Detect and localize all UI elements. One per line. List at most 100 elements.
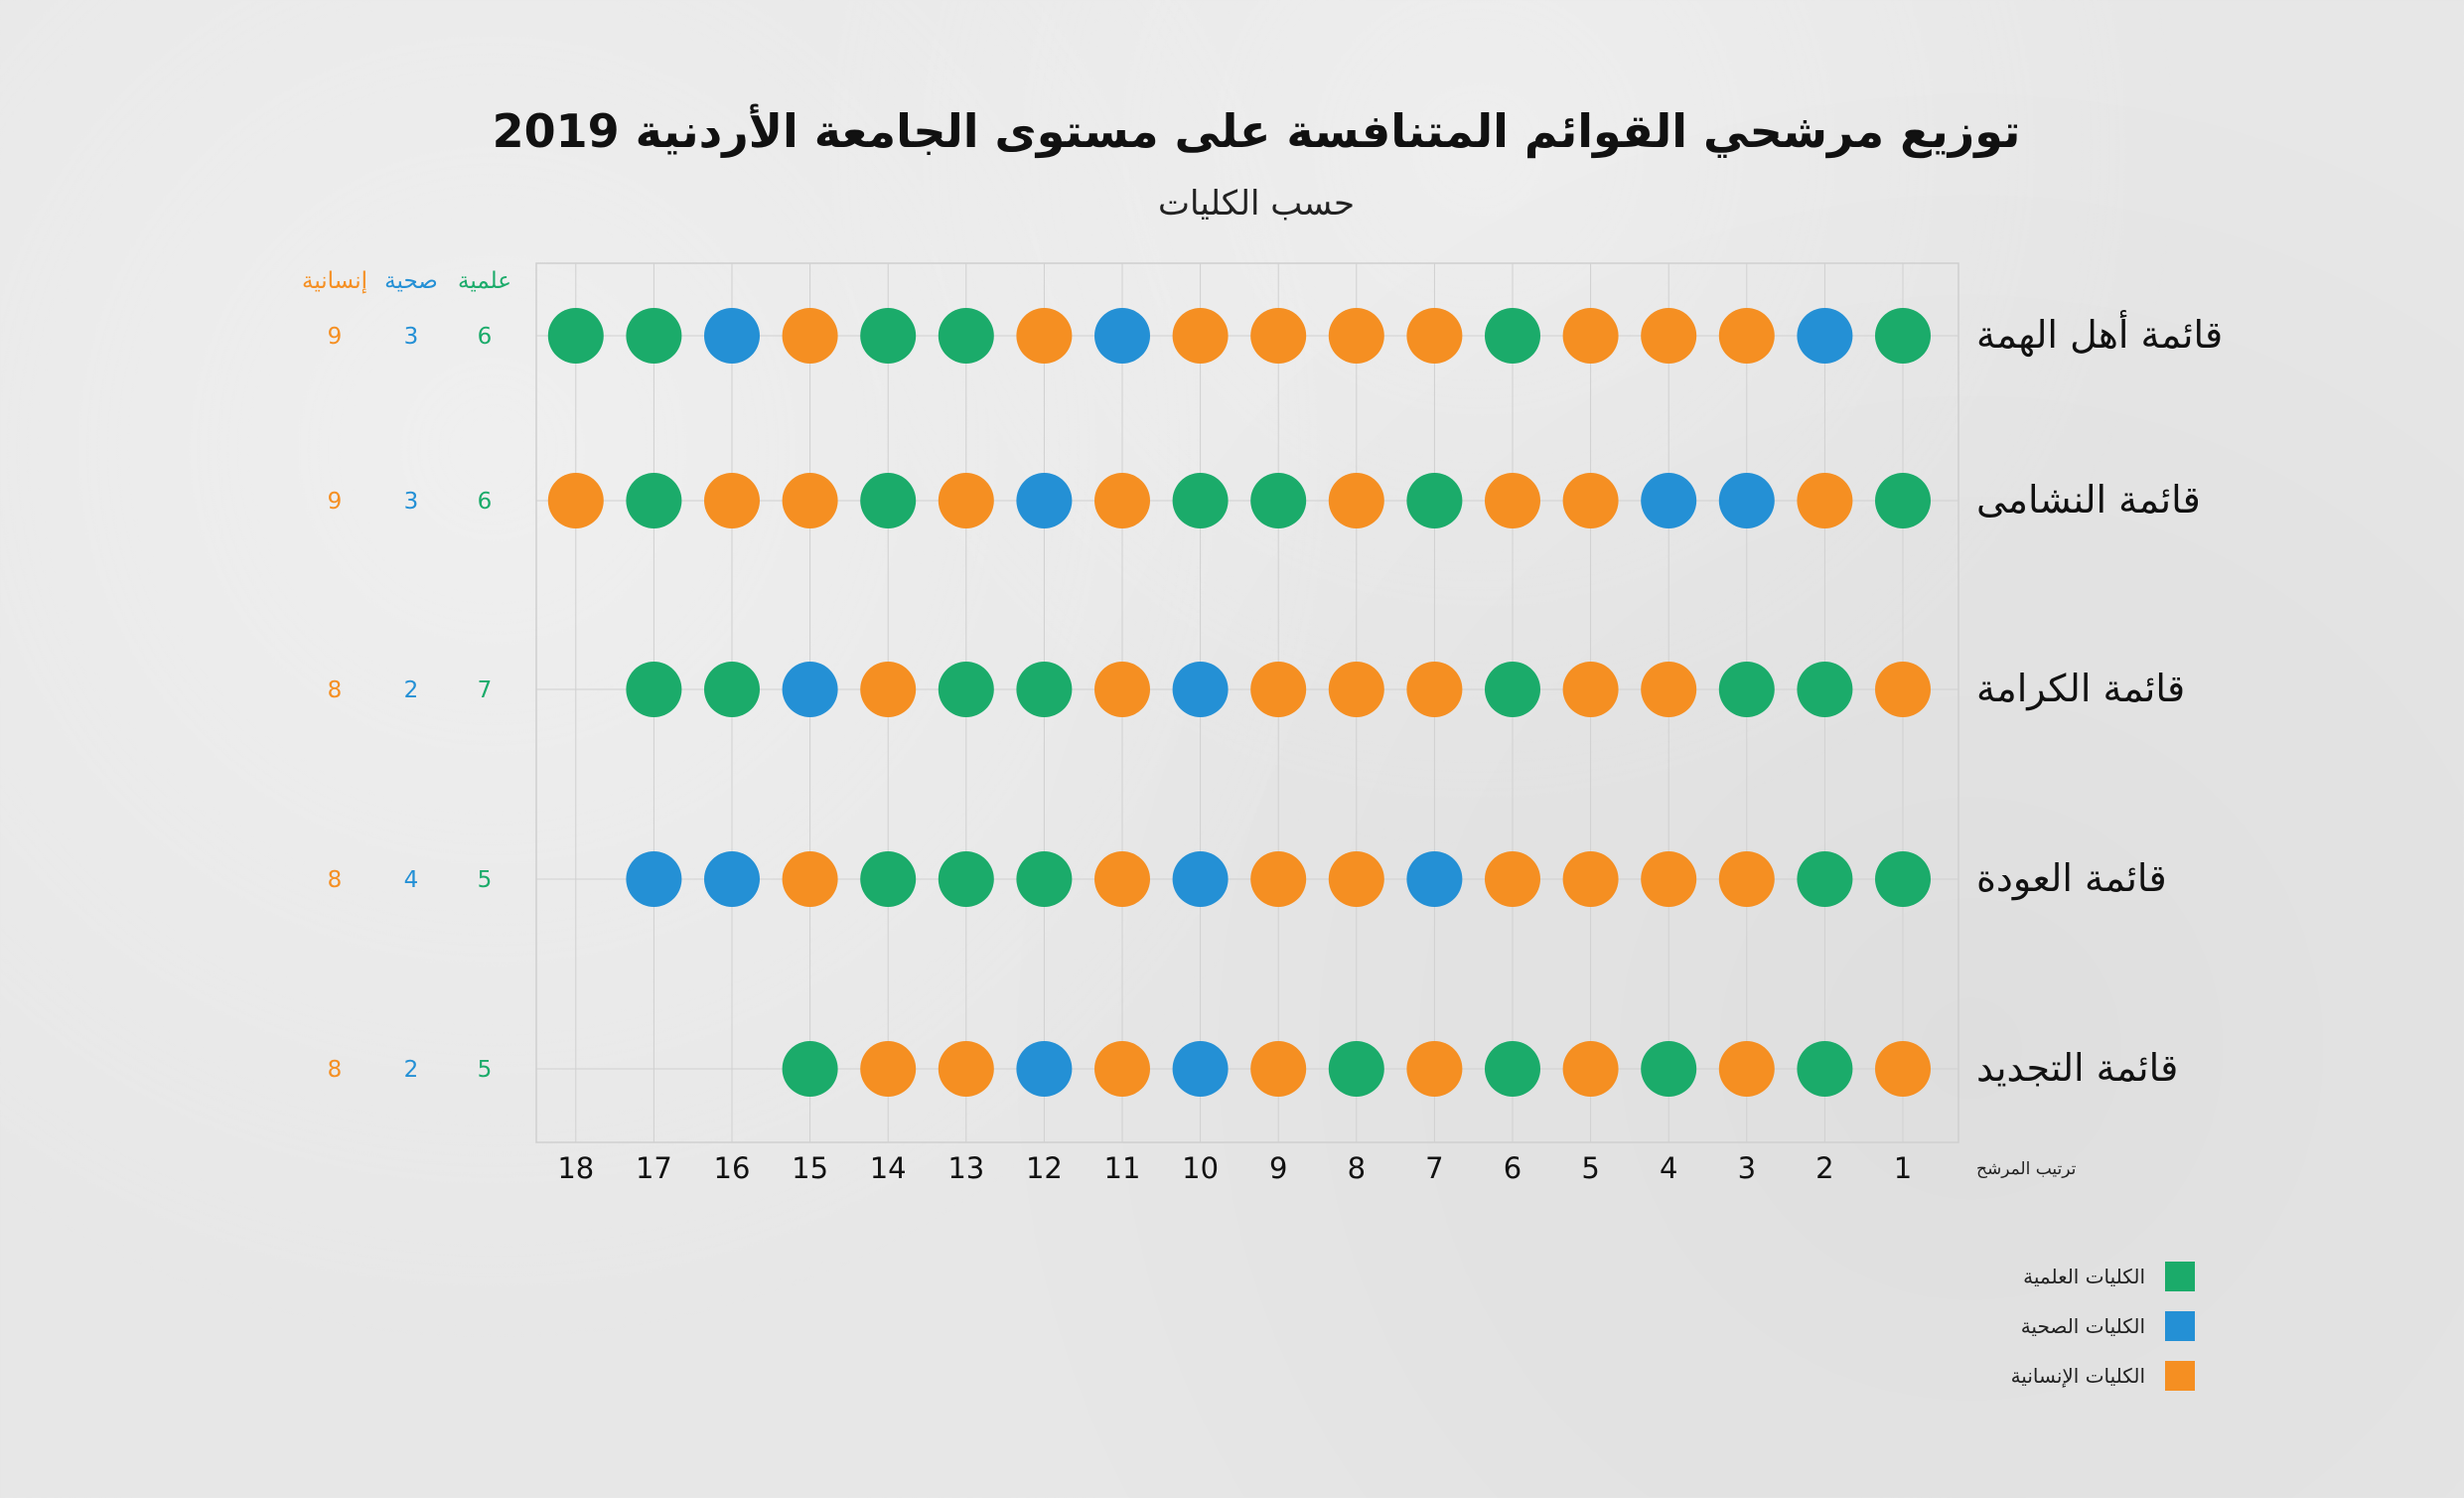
candidate-dot-3-2	[1797, 851, 1853, 907]
x-tick-3: 3	[1738, 1151, 1756, 1185]
chart-title: توزيع مرشحي القوائم المتنافسة على مستوى …	[492, 104, 2021, 158]
candidate-dot-4-2	[1797, 1041, 1853, 1097]
count-header-2: إنسانية	[302, 268, 367, 294]
candidate-dot-3-13	[938, 851, 994, 907]
candidate-dot-1-13	[938, 473, 994, 528]
candidate-dot-3-11	[1094, 851, 1150, 907]
candidate-dot-0-2	[1797, 308, 1853, 364]
list-name-3: قائمة العودة	[1976, 856, 2167, 901]
candidate-dot-0-6	[1485, 308, 1540, 364]
candidate-dot-2-11	[1094, 662, 1150, 717]
candidate-dot-0-8	[1328, 308, 1384, 364]
candidate-dot-4-7	[1406, 1041, 1463, 1097]
count-1-1: 3	[404, 489, 419, 515]
candidate-dot-3-15	[782, 851, 838, 907]
candidate-dot-2-9	[1250, 662, 1307, 717]
candidate-dot-2-8	[1328, 662, 1384, 717]
x-tick-1: 1	[1894, 1151, 1912, 1185]
count-header-0: علمية	[458, 268, 511, 294]
candidate-dot-0-4	[1641, 308, 1697, 364]
x-tick-14: 14	[870, 1151, 907, 1185]
candidate-dot-0-18	[547, 308, 604, 364]
legend-item-humanities: الكليات الإنسانية	[1986, 1356, 2205, 1406]
candidate-dot-0-7	[1406, 308, 1463, 364]
candidate-dot-2-14	[860, 662, 917, 717]
count-0-2: 9	[328, 324, 343, 350]
legend-label-scientific: الكليات العلمية	[2023, 1265, 2145, 1288]
candidate-dot-3-9	[1250, 851, 1307, 907]
candidate-dot-4-10	[1172, 1041, 1229, 1097]
candidate-dot-1-10	[1172, 473, 1229, 528]
count-0-0: 6	[478, 324, 493, 350]
candidate-dot-3-3	[1718, 851, 1775, 907]
candidate-dot-0-14	[860, 308, 917, 364]
candidate-dot-1-15	[782, 473, 838, 528]
candidate-dot-4-3	[1718, 1041, 1775, 1097]
candidate-dot-1-6	[1485, 473, 1540, 528]
candidate-dot-3-17	[626, 851, 682, 907]
count-4-0: 5	[478, 1057, 493, 1083]
candidate-dot-2-4	[1641, 662, 1697, 717]
legend-swatch-scientific	[2165, 1262, 2195, 1291]
candidate-dot-0-5	[1562, 308, 1619, 364]
count-0-1: 3	[404, 324, 419, 350]
candidate-dot-3-12	[1016, 851, 1073, 907]
candidate-dot-4-13	[938, 1041, 994, 1097]
candidate-dot-0-11	[1094, 308, 1150, 364]
x-tick-12: 12	[1026, 1151, 1063, 1185]
chart-subtitle: حسب الكليات	[1157, 184, 1355, 224]
list-name-2: قائمة الكرامة	[1976, 667, 2185, 711]
candidate-dot-4-9	[1250, 1041, 1307, 1097]
count-3-1: 4	[404, 867, 419, 893]
candidate-dot-4-4	[1641, 1041, 1697, 1097]
legend-item-health: الكليات الصحية	[1986, 1306, 2205, 1356]
candidate-dot-0-17	[626, 308, 682, 364]
count-4-1: 2	[404, 1057, 419, 1083]
candidate-dot-1-5	[1562, 473, 1619, 528]
candidate-dot-1-7	[1406, 473, 1463, 528]
legend-swatch-health	[2165, 1311, 2195, 1341]
candidate-dot-4-12	[1016, 1041, 1073, 1097]
candidate-dot-1-14	[860, 473, 917, 528]
count-1-2: 9	[328, 489, 343, 515]
legend-label-health: الكليات الصحية	[2020, 1314, 2145, 1338]
list-name-1: قائمة النشامى	[1976, 478, 2201, 522]
x-tick-8: 8	[1348, 1151, 1366, 1185]
legend-swatch-humanities	[2165, 1361, 2195, 1391]
candidate-dot-2-2	[1797, 662, 1853, 717]
candidate-dot-1-16	[704, 473, 760, 528]
candidate-dot-1-12	[1016, 473, 1073, 528]
candidate-dot-3-10	[1172, 851, 1229, 907]
candidate-dot-2-13	[938, 662, 994, 717]
candidate-dot-3-16	[704, 851, 760, 907]
x-tick-17: 17	[636, 1151, 672, 1185]
candidate-dot-0-16	[704, 308, 760, 364]
candidate-dot-4-14	[860, 1041, 917, 1097]
count-header-1: صحية	[384, 268, 438, 294]
count-4-2: 8	[328, 1057, 343, 1083]
count-2-2: 8	[328, 677, 343, 703]
x-tick-5: 5	[1581, 1151, 1599, 1185]
candidate-dot-3-8	[1328, 851, 1384, 907]
count-2-0: 7	[478, 677, 493, 703]
candidate-dot-1-3	[1718, 473, 1775, 528]
legend-item-scientific: الكليات العلمية	[1986, 1257, 2205, 1306]
candidate-dot-1-18	[547, 473, 604, 528]
candidate-dot-2-3	[1718, 662, 1775, 717]
candidate-dot-4-15	[782, 1041, 838, 1097]
candidate-dot-0-13	[938, 308, 994, 364]
x-axis-label: ترتيب المرشح	[1976, 1159, 2077, 1179]
candidate-dot-2-5	[1562, 662, 1619, 717]
legend-label-humanities: الكليات الإنسانية	[2010, 1364, 2145, 1388]
candidate-dot-1-17	[626, 473, 682, 528]
candidate-dot-3-5	[1562, 851, 1619, 907]
candidate-dot-0-10	[1172, 308, 1229, 364]
x-tick-16: 16	[714, 1151, 751, 1185]
list-name-0: قائمة أهل الهمة	[1976, 310, 2223, 358]
candidate-dot-4-8	[1328, 1041, 1384, 1097]
candidate-dot-1-2	[1797, 473, 1853, 528]
x-tick-7: 7	[1425, 1151, 1443, 1185]
list-name-4: قائمة التجديد	[1976, 1046, 2178, 1090]
x-tick-9: 9	[1269, 1151, 1287, 1185]
